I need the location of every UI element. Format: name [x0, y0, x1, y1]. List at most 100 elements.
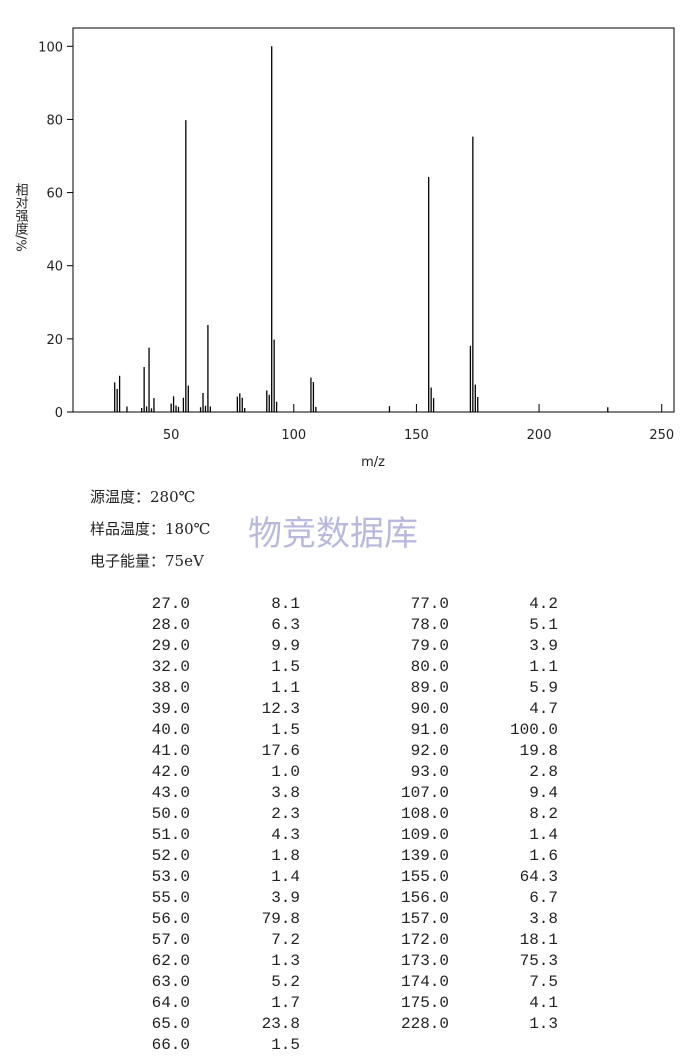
watermark: 物竞数据库: [248, 514, 418, 554]
intensity-cell: 5.2: [271, 973, 300, 991]
mz-cell: 40.0: [152, 721, 190, 739]
mz-cell: 66.0: [152, 1036, 190, 1054]
x-axis-label: m/z: [361, 455, 385, 470]
mz-cell: 41.0: [152, 742, 190, 760]
mz-cell: 52.0: [152, 847, 190, 865]
plot-frame: [72, 27, 675, 413]
mz-cell: 55.0: [152, 889, 190, 907]
mz-cell: 77.0: [411, 595, 449, 613]
mz-cell: 156.0: [401, 889, 449, 907]
intensity-cell: 17.6: [262, 742, 300, 760]
y-tick-label: 80: [46, 113, 63, 128]
intensity-cell: 1.5: [271, 658, 300, 676]
intensity-cell: 1.3: [271, 952, 300, 970]
mz-cell: 29.0: [152, 637, 190, 655]
mz-cell: 62.0: [152, 952, 190, 970]
intensity-cell: 3.9: [271, 889, 300, 907]
intensity-cell: 1.3: [529, 1015, 558, 1033]
mz-cell: 79.0: [411, 637, 449, 655]
intensity-cell: 1.8: [271, 847, 300, 865]
y-axis-label: 相对强度/%: [13, 183, 29, 252]
mz-cell: 43.0: [152, 784, 190, 802]
intensity-cell: 1.5: [271, 721, 300, 739]
intensity-cell: 1.1: [529, 658, 558, 676]
intensity-cell: 5.1: [529, 616, 558, 634]
intensity-cell: 1.1: [271, 679, 300, 697]
intensity-cell: 9.9: [271, 637, 300, 655]
x-tick-label: 50: [163, 428, 180, 443]
condition: 电子能量：75eV: [90, 552, 205, 570]
intensity-cell: 3.8: [529, 910, 558, 928]
mz-cell: 50.0: [152, 805, 190, 823]
intensity-cell: 3.8: [271, 784, 300, 802]
intensity-cell: 6.3: [271, 616, 300, 634]
mz-cell: 56.0: [152, 910, 190, 928]
mz-cell: 28.0: [152, 616, 190, 634]
mz-cell: 157.0: [401, 910, 449, 928]
condition: 源温度：280℃: [90, 488, 195, 506]
intensity-cell: 7.5: [529, 973, 558, 991]
mz-cell: 108.0: [401, 805, 449, 823]
intensity-cell: 1.5: [271, 1036, 300, 1054]
intensity-cell: 2.8: [529, 763, 558, 781]
mz-cell: 173.0: [401, 952, 449, 970]
mz-cell: 32.0: [152, 658, 190, 676]
intensity-cell: 1.0: [271, 763, 300, 781]
intensity-cell: 1.4: [271, 868, 300, 886]
x-tick-label: 250: [649, 428, 674, 443]
mz-cell: 38.0: [152, 679, 190, 697]
mz-cell: 91.0: [411, 721, 449, 739]
intensity-cell: 1.7: [271, 994, 300, 1012]
intensity-cell: 18.1: [520, 931, 558, 949]
intensity-cell: 79.8: [262, 910, 300, 928]
mz-cell: 80.0: [411, 658, 449, 676]
intensity-cell: 4.7: [529, 700, 558, 718]
intensity-cell: 5.9: [529, 679, 558, 697]
intensity-cell: 2.3: [271, 805, 300, 823]
intensity-cell: 100.0: [510, 721, 558, 739]
mz-cell: 27.0: [152, 595, 190, 613]
intensity-cell: 8.1: [271, 595, 300, 613]
y-tick-label: 100: [38, 40, 63, 55]
intensity-cell: 7.2: [271, 931, 300, 949]
y-tick-label: 20: [46, 333, 63, 348]
mz-cell: 93.0: [411, 763, 449, 781]
mz-cell: 107.0: [401, 784, 449, 802]
intensity-cell: 1.6: [529, 847, 558, 865]
mz-cell: 174.0: [401, 973, 449, 991]
mz-cell: 175.0: [401, 994, 449, 1012]
intensity-cell: 6.7: [529, 889, 558, 907]
x-tick-label: 200: [527, 428, 552, 443]
y-tick-label: 0: [55, 406, 63, 421]
x-tick-label: 100: [281, 428, 306, 443]
intensity-cell: 12.3: [262, 700, 300, 718]
mz-cell: 90.0: [411, 700, 449, 718]
mz-cell: 39.0: [152, 700, 190, 718]
mz-cell: 155.0: [401, 868, 449, 886]
mz-cell: 63.0: [152, 973, 190, 991]
intensity-cell: 4.2: [529, 595, 558, 613]
intensity-cell: 75.3: [520, 952, 558, 970]
intensity-cell: 9.4: [529, 784, 558, 802]
intensity-cell: 4.1: [529, 994, 558, 1012]
intensity-cell: 19.8: [520, 742, 558, 760]
mz-cell: 78.0: [411, 616, 449, 634]
mz-cell: 57.0: [152, 931, 190, 949]
intensity-cell: 23.8: [262, 1015, 300, 1033]
mz-cell: 42.0: [152, 763, 190, 781]
mz-cell: 53.0: [152, 868, 190, 886]
condition: 样品温度：180℃: [90, 520, 210, 538]
y-tick-label: 60: [46, 187, 63, 202]
mz-cell: 51.0: [152, 826, 190, 844]
x-tick-label: 150: [404, 428, 429, 443]
intensity-cell: 4.3: [271, 826, 300, 844]
intensity-cell: 8.2: [529, 805, 558, 823]
y-tick-label: 40: [46, 260, 63, 275]
mz-cell: 139.0: [401, 847, 449, 865]
mz-cell: 64.0: [152, 994, 190, 1012]
mz-cell: 65.0: [152, 1015, 190, 1033]
mz-cell: 89.0: [411, 679, 449, 697]
mz-cell: 228.0: [401, 1015, 449, 1033]
intensity-cell: 3.9: [529, 637, 558, 655]
